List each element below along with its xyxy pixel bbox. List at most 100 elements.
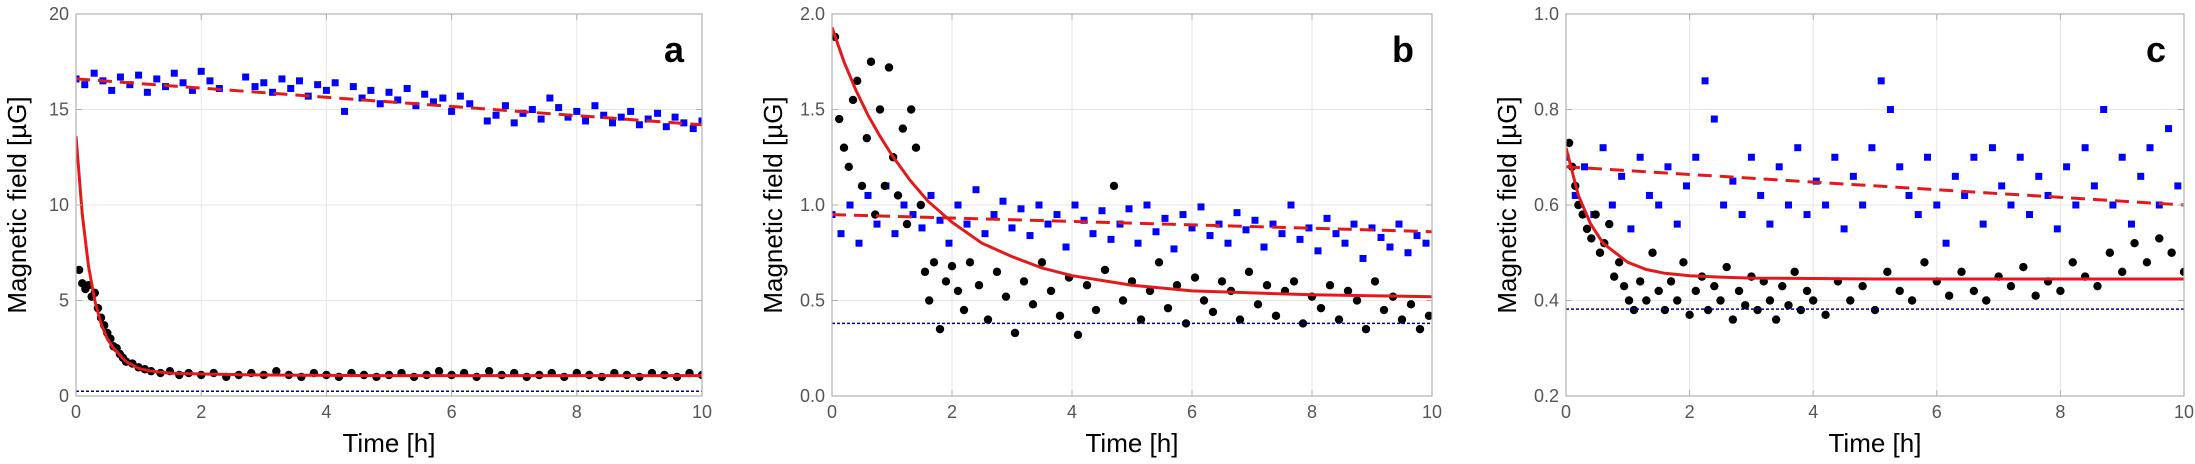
data-point-square <box>153 75 161 83</box>
data-point-square <box>1692 153 1700 161</box>
data-point-square <box>1035 201 1043 209</box>
data-point-circle <box>1734 286 1744 296</box>
data-point-square <box>1664 163 1672 171</box>
data-point-square <box>341 107 349 115</box>
data-point-square <box>1197 203 1205 211</box>
data-point-circle <box>1870 305 1880 315</box>
data-point-square <box>1089 230 1097 238</box>
data-point-circle <box>1642 296 1651 305</box>
data-point-circle <box>1673 296 1682 305</box>
data-point-square <box>1998 182 2006 190</box>
data-point-square <box>81 81 89 89</box>
data-point-square <box>1933 201 1941 209</box>
data-point-circle <box>1566 138 1574 148</box>
data-point-circle <box>2019 262 2028 272</box>
data-point-square <box>439 94 447 102</box>
data-point-square <box>2155 201 2163 209</box>
series-black-circles <box>76 265 702 382</box>
y-tick-label: 0.6 <box>1534 195 1559 215</box>
data-point-square <box>2081 144 2089 152</box>
data-point-square <box>855 239 863 247</box>
data-point-circle <box>1424 311 1432 320</box>
data-point-square <box>1849 172 1857 180</box>
data-point-circle <box>1635 277 1645 286</box>
data-point-square <box>170 69 178 77</box>
data-point-circle <box>1741 301 1750 310</box>
data-point-circle <box>1154 258 1164 267</box>
series-red-dashed-fit <box>832 213 1432 234</box>
data-point-circle <box>1809 296 1818 305</box>
data-point-square <box>873 220 881 228</box>
data-point-circle <box>1710 281 1719 291</box>
x-tick-label: 8 <box>572 402 582 422</box>
data-point-circle <box>983 315 993 324</box>
data-point-square <box>1914 211 1922 219</box>
data-point-square <box>698 117 702 125</box>
data-point-square <box>1701 77 1709 85</box>
data-point-square <box>1831 153 1839 161</box>
x-tick-label: 4 <box>1067 402 1077 422</box>
data-point-square <box>1269 220 1277 228</box>
data-point-square <box>1581 163 1589 171</box>
data-point-square <box>1188 224 1196 232</box>
y-tick-label: 5 <box>59 291 69 311</box>
data-point-square <box>1961 191 1969 199</box>
data-point-square <box>1877 77 1885 85</box>
data-point-square <box>1673 220 1681 228</box>
data-point-circle <box>1172 281 1182 290</box>
data-point-square <box>421 90 429 98</box>
y-tick-label: 15 <box>49 100 69 120</box>
data-point-square <box>206 77 214 85</box>
data-point-square <box>242 73 250 81</box>
data-point-circle <box>1969 286 1979 296</box>
data-point-square <box>537 115 545 123</box>
data-point-circle <box>1037 258 1047 267</box>
data-point-square <box>403 84 411 92</box>
data-point-circle <box>1055 311 1065 320</box>
data-point-circle <box>1666 277 1676 286</box>
data-point-circle <box>1907 296 1917 305</box>
data-point-circle <box>911 143 921 152</box>
data-point-square <box>2165 125 2173 133</box>
data-point-circle <box>1944 291 1954 300</box>
data-point-square <box>1710 115 1718 123</box>
data-point-square <box>1368 224 1376 232</box>
data-point-circle <box>1370 277 1380 286</box>
series-black-circles <box>832 32 1432 340</box>
data-point-square <box>1377 233 1385 241</box>
data-point-square <box>1062 243 1070 251</box>
data-point-square <box>1905 191 1913 199</box>
data-point-circle <box>1648 248 1657 257</box>
data-point-circle <box>898 124 907 133</box>
data-point-square <box>528 106 536 113</box>
data-point-square <box>999 197 1007 205</box>
data-point-square <box>627 107 635 115</box>
data-point-square <box>1017 205 1025 213</box>
y-tick-label: 10 <box>49 195 69 215</box>
x-tick-label: 2 <box>947 402 957 422</box>
data-point-square <box>1359 254 1367 262</box>
y-tick-label: 20 <box>49 4 69 24</box>
x-axis-label: Time [h] <box>343 428 436 458</box>
data-point-square <box>179 79 187 87</box>
data-point-circle <box>1784 301 1793 310</box>
data-point-circle <box>1397 315 1407 324</box>
x-tick-label: 10 <box>1422 402 1442 422</box>
data-point-circle <box>1028 300 1038 309</box>
data-point-square <box>990 211 998 219</box>
panel-label: b <box>1392 29 1414 70</box>
data-point-square <box>2174 182 2182 190</box>
plot-area <box>76 67 702 392</box>
data-point-square <box>116 73 124 81</box>
data-point-square <box>1822 201 1830 209</box>
data-point-square <box>1794 144 1802 152</box>
data-point-square <box>900 201 908 209</box>
data-point-square <box>1859 201 1867 209</box>
data-point-square <box>1386 243 1394 251</box>
panel-c: 0.2 0.4 0.6 0.8 1.0 0 2 4 6 8 10 Time [h] Magnetic f… <box>1492 4 2194 458</box>
data-point-circle <box>1334 315 1344 324</box>
x-tick-label: 6 <box>1932 402 1942 422</box>
y-tick-label: 0.4 <box>1534 291 1559 311</box>
data-point-circle <box>1136 315 1146 324</box>
data-point-square <box>269 88 277 96</box>
